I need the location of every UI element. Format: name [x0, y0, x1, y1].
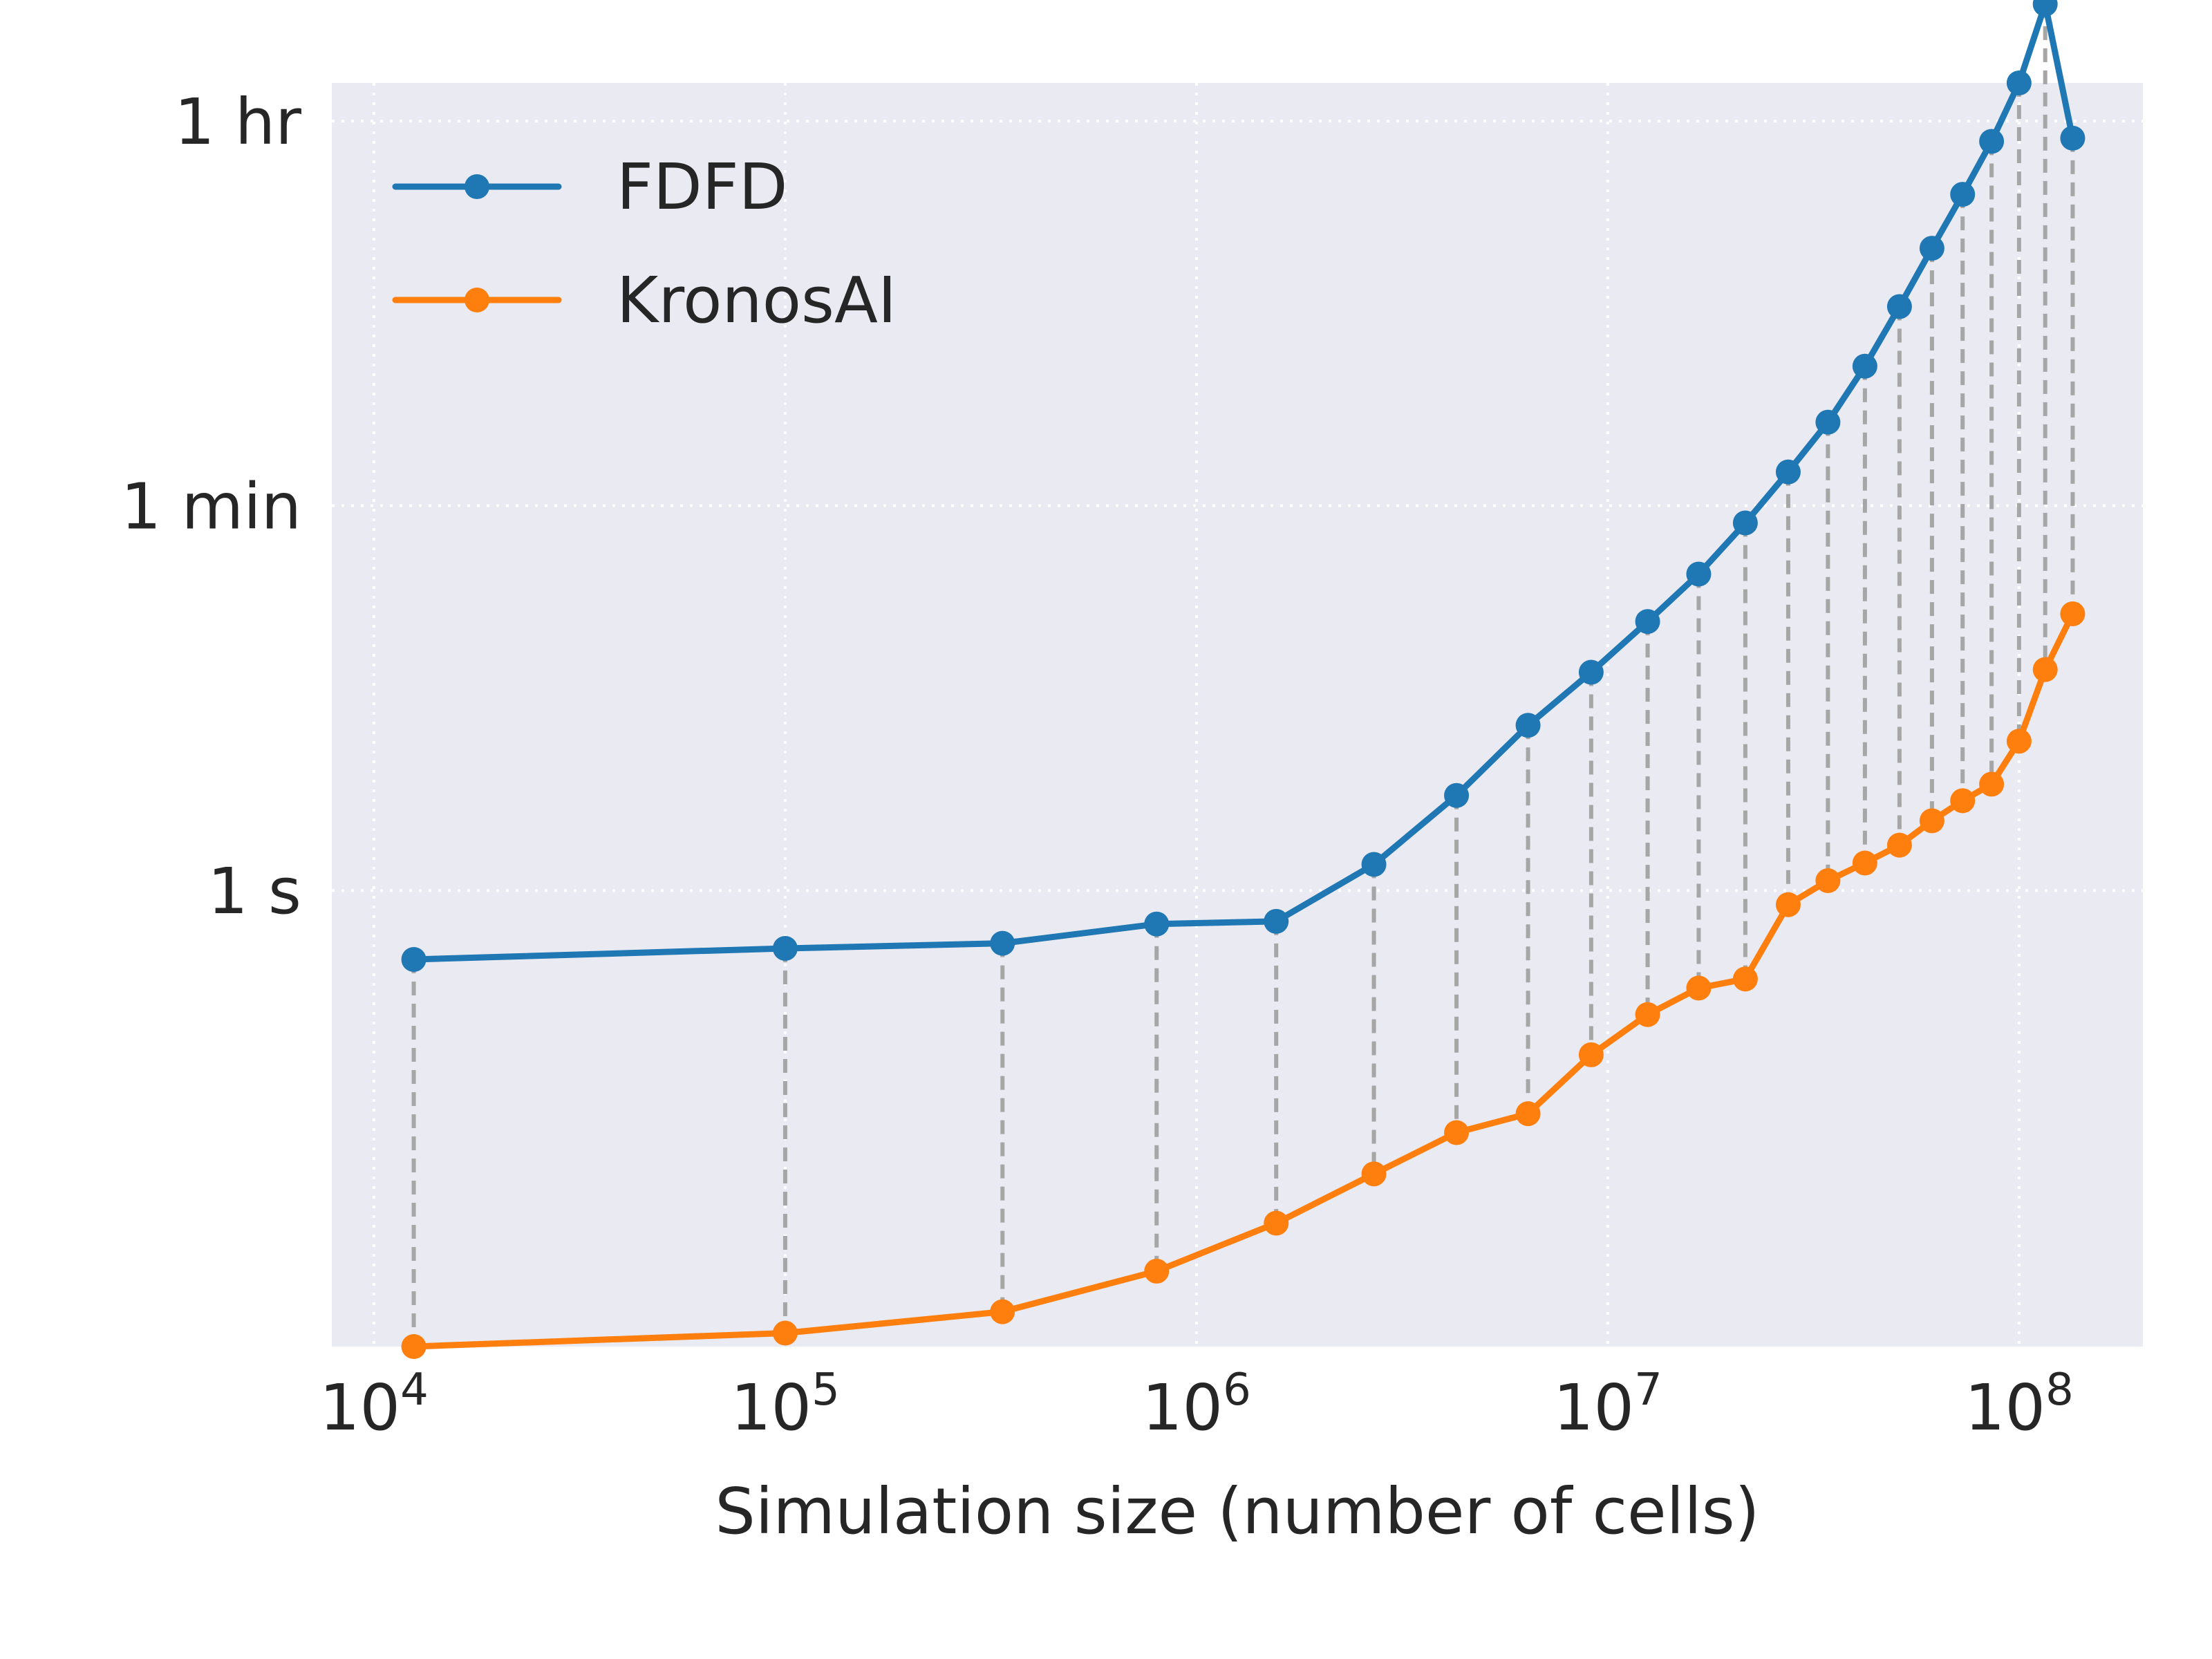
data-point-fdfd — [1815, 409, 1841, 435]
data-point-fdfd — [1361, 852, 1387, 877]
data-point-kronosai — [1732, 966, 1758, 992]
data-point-fdfd — [1578, 659, 1604, 685]
data-point-kronosai — [2032, 657, 2058, 682]
x-axis-label: Simulation size (number of cells) — [715, 1474, 1759, 1548]
y-axis: 1 s 1 min 1 hr — [121, 85, 301, 928]
connector-lines — [411, 3, 2075, 1347]
x-tick-label: 105 — [731, 1365, 840, 1445]
data-point-kronosai — [2060, 601, 2086, 626]
legend: FDFD KronosAI — [392, 150, 897, 337]
x-axis: 104 105 106 107 108 — [319, 1365, 2074, 1445]
data-point-fdfd — [1264, 908, 1289, 934]
data-point-fdfd — [1444, 782, 1470, 808]
data-point-fdfd — [1635, 609, 1660, 635]
x-tick-label: 106 — [1142, 1365, 1251, 1445]
data-point-fdfd — [401, 947, 427, 973]
data-point-kronosai — [1815, 868, 1841, 894]
data-point-fdfd — [1144, 911, 1170, 937]
y-tick-label: 1 hr — [174, 85, 301, 159]
data-point-fdfd — [1919, 236, 1944, 261]
data-point-fdfd — [1732, 510, 1758, 536]
data-point-fdfd — [2006, 71, 2032, 95]
data-point-kronosai — [1775, 892, 1801, 917]
data-point-fdfd — [990, 930, 1015, 956]
series-line-kronosai — [411, 610, 2076, 1350]
data-point-fdfd — [1852, 353, 1877, 379]
data-point-fdfd — [2032, 0, 2058, 17]
data-point-kronosai — [990, 1299, 1015, 1324]
data-point-kronosai — [1979, 771, 2005, 797]
data-point-kronosai — [1852, 850, 1877, 876]
data-point-kronosai — [1578, 1042, 1604, 1067]
x-tick-label: 104 — [319, 1365, 429, 1445]
data-point-kronosai — [1950, 788, 1976, 814]
legend-marker-fdfd — [465, 174, 489, 199]
data-point-kronosai — [2006, 729, 2032, 754]
data-point-fdfd — [1886, 294, 1912, 319]
data-point-kronosai — [1635, 1002, 1660, 1027]
data-point-kronosai — [1264, 1210, 1289, 1236]
data-point-kronosai — [1919, 808, 1944, 834]
data-point-fdfd — [1950, 182, 1976, 207]
data-point-kronosai — [772, 1320, 798, 1346]
data-point-kronosai — [1886, 832, 1912, 858]
data-point-fdfd — [1979, 129, 2005, 154]
series-layer — [401, 0, 2086, 1359]
y-tick-label: 1 min — [121, 470, 301, 544]
data-point-kronosai — [1144, 1258, 1170, 1284]
legend-label-kronosai: KronosAI — [617, 263, 897, 337]
x-tick-label: 107 — [1553, 1365, 1662, 1445]
legend-marker-kronosai — [465, 288, 489, 312]
series-line-fdfd — [411, 1, 2076, 963]
data-point-kronosai — [1361, 1161, 1387, 1187]
legend-label-fdfd: FDFD — [617, 150, 788, 224]
data-point-kronosai — [401, 1334, 427, 1359]
data-point-kronosai — [1515, 1101, 1541, 1127]
data-point-kronosai — [1686, 975, 1712, 1001]
data-point-fdfd — [2060, 125, 2086, 151]
plot-area — [332, 83, 2143, 1347]
data-point-fdfd — [1775, 459, 1801, 485]
data-point-fdfd — [772, 935, 798, 961]
y-tick-label: 1 s — [207, 854, 301, 928]
data-point-fdfd — [1686, 561, 1712, 587]
x-tick-label: 108 — [1965, 1365, 2074, 1445]
data-point-kronosai — [1444, 1120, 1470, 1145]
data-point-fdfd — [1515, 713, 1541, 738]
